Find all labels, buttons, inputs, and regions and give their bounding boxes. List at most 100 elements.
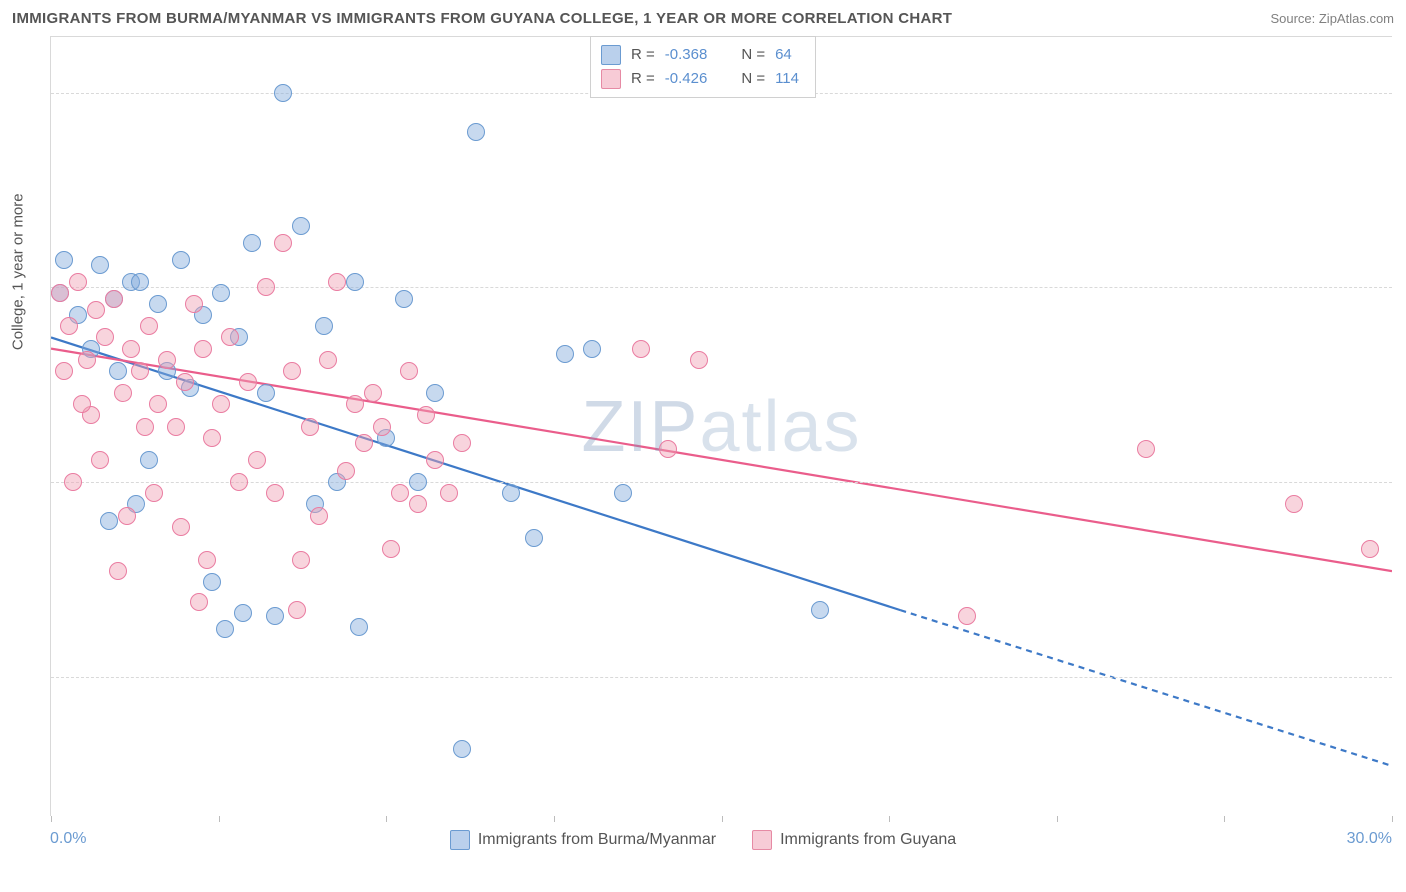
n-value-burma: 64: [775, 43, 792, 67]
data-point: [346, 395, 364, 413]
series-legend: Immigrants from Burma/Myanmar Immigrants…: [0, 830, 1406, 850]
data-point: [350, 618, 368, 636]
y-tick-label: 80.0%: [1400, 84, 1406, 101]
tick-v: [889, 816, 890, 822]
swatch-blue-icon: [450, 830, 470, 850]
data-point: [221, 328, 239, 346]
data-point: [310, 507, 328, 525]
data-point: [55, 362, 73, 380]
legend-item-guyana: Immigrants from Guyana: [752, 830, 956, 850]
data-point: [266, 484, 284, 502]
data-point: [51, 284, 69, 302]
data-point: [230, 473, 248, 491]
data-point: [346, 273, 364, 291]
tick-v: [1057, 816, 1058, 822]
data-point: [301, 418, 319, 436]
data-point: [400, 362, 418, 380]
legend-row-burma: R = -0.368 N = 64: [601, 43, 799, 67]
r-value-guyana: -0.426: [665, 67, 708, 91]
n-label: N =: [741, 43, 765, 67]
r-label: R =: [631, 67, 655, 91]
data-point: [122, 340, 140, 358]
data-point: [167, 418, 185, 436]
data-point: [467, 123, 485, 141]
swatch-pink-icon: [752, 830, 772, 850]
data-point: [453, 740, 471, 758]
gridline-h: [51, 482, 1392, 483]
y-axis-label: College, 1 year or more: [10, 193, 27, 350]
chart-title: IMMIGRANTS FROM BURMA/MYANMAR VS IMMIGRA…: [12, 10, 952, 27]
r-label: R =: [631, 43, 655, 67]
legend-item-burma: Immigrants from Burma/Myanmar: [450, 830, 716, 850]
data-point: [212, 395, 230, 413]
data-point: [172, 518, 190, 536]
data-point: [109, 362, 127, 380]
data-point: [690, 351, 708, 369]
data-point: [131, 273, 149, 291]
data-point: [266, 607, 284, 625]
series-label-guyana: Immigrants from Guyana: [780, 831, 956, 849]
data-point: [958, 607, 976, 625]
data-point: [149, 295, 167, 313]
data-point: [1361, 540, 1379, 558]
data-point: [73, 395, 91, 413]
tick-v: [51, 816, 52, 822]
data-point: [659, 440, 677, 458]
data-point: [198, 551, 216, 569]
data-point: [149, 395, 167, 413]
data-point: [239, 373, 257, 391]
data-point: [274, 84, 292, 102]
data-point: [319, 351, 337, 369]
data-point: [1137, 440, 1155, 458]
trend-line: [900, 610, 1392, 766]
data-point: [96, 328, 114, 346]
tick-v: [386, 816, 387, 822]
data-point: [283, 362, 301, 380]
data-point: [409, 473, 427, 491]
data-point: [426, 384, 444, 402]
tick-v: [1224, 816, 1225, 822]
data-point: [203, 573, 221, 591]
data-point: [172, 251, 190, 269]
data-point: [1285, 495, 1303, 513]
data-point: [453, 434, 471, 452]
data-point: [145, 484, 163, 502]
data-point: [288, 601, 306, 619]
data-point: [426, 451, 444, 469]
legend-row-guyana: R = -0.426 N = 114: [601, 67, 799, 91]
data-point: [417, 406, 435, 424]
data-point: [60, 317, 78, 335]
plot-area: ZIPatlas 27.5%45.0%62.5%80.0%: [50, 36, 1392, 816]
y-tick-label: 27.5%: [1400, 668, 1406, 685]
data-point: [274, 234, 292, 252]
data-point: [105, 290, 123, 308]
data-point: [55, 251, 73, 269]
data-point: [194, 340, 212, 358]
data-point: [440, 484, 458, 502]
data-point: [409, 495, 427, 513]
data-point: [203, 429, 221, 447]
data-point: [328, 273, 346, 291]
gridline-h: [51, 677, 1392, 678]
r-value-burma: -0.368: [665, 43, 708, 67]
data-point: [158, 351, 176, 369]
data-point: [91, 451, 109, 469]
data-point: [78, 351, 96, 369]
data-point: [185, 295, 203, 313]
data-point: [382, 540, 400, 558]
data-point: [257, 384, 275, 402]
data-point: [114, 384, 132, 402]
chart-header: IMMIGRANTS FROM BURMA/MYANMAR VS IMMIGRA…: [0, 0, 1406, 30]
data-point: [395, 290, 413, 308]
tick-v: [1392, 816, 1393, 822]
correlation-legend: R = -0.368 N = 64 R = -0.426 N = 114: [590, 36, 816, 98]
data-point: [69, 273, 87, 291]
data-point: [502, 484, 520, 502]
tick-v: [722, 816, 723, 822]
data-point: [131, 362, 149, 380]
data-point: [212, 284, 230, 302]
data-point: [292, 551, 310, 569]
n-value-guyana: 114: [775, 67, 799, 91]
data-point: [87, 301, 105, 319]
data-point: [100, 512, 118, 530]
